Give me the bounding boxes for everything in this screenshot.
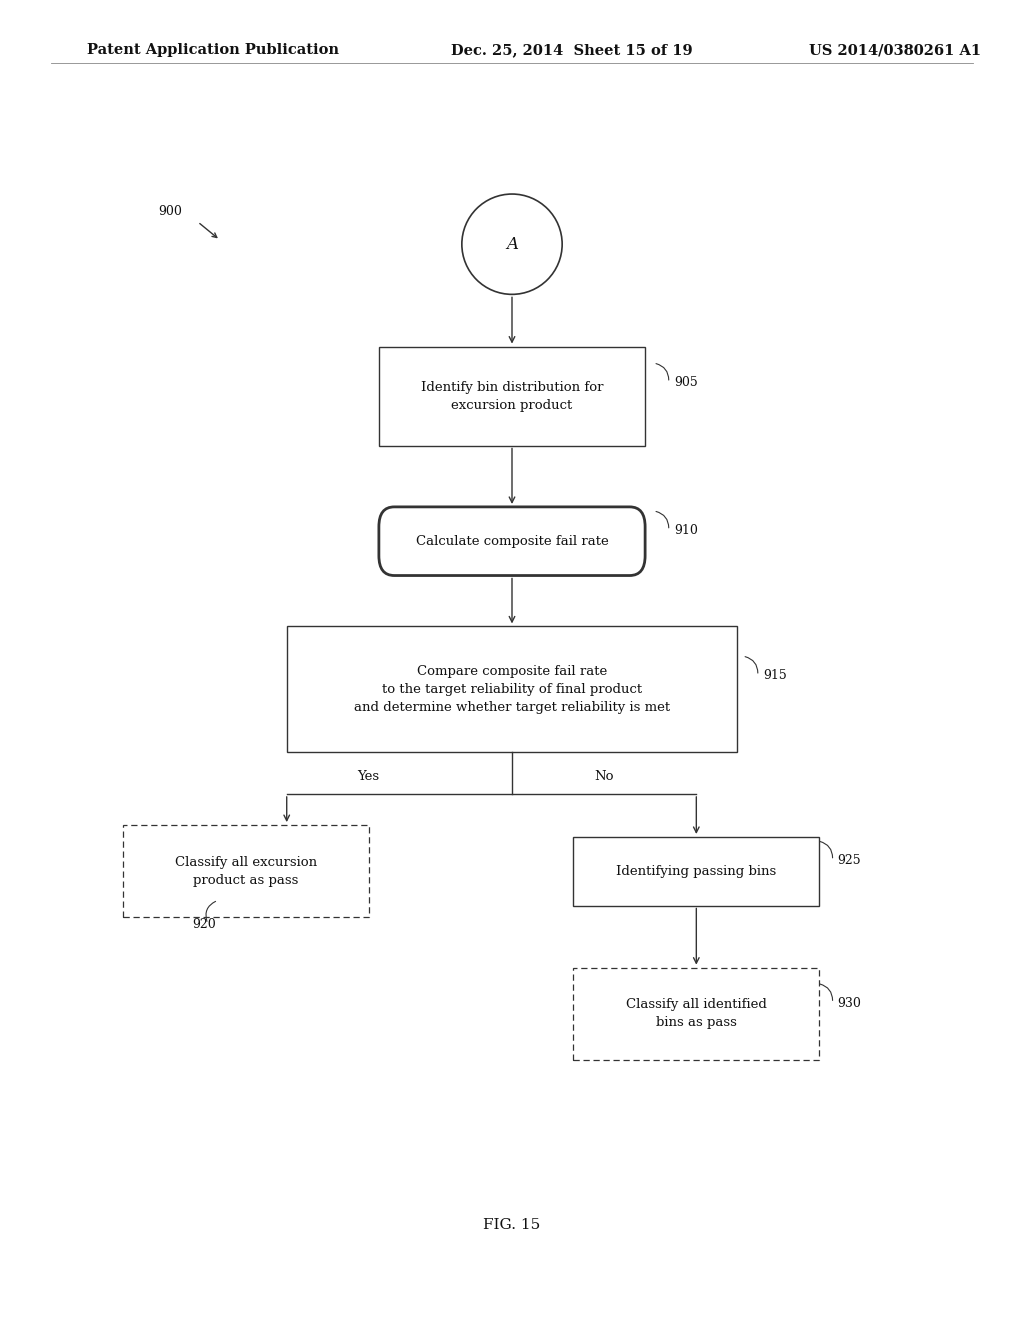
- Bar: [573, 837, 819, 906]
- Text: Patent Application Publication: Patent Application Publication: [87, 44, 339, 57]
- Text: Classify all excursion
product as pass: Classify all excursion product as pass: [175, 855, 316, 887]
- Text: Compare composite fail rate
to the target reliability of final product
and deter: Compare composite fail rate to the targe…: [354, 664, 670, 714]
- Text: Identify bin distribution for
excursion product: Identify bin distribution for excursion …: [421, 380, 603, 412]
- Bar: [123, 825, 369, 917]
- Text: Dec. 25, 2014  Sheet 15 of 19: Dec. 25, 2014 Sheet 15 of 19: [451, 44, 692, 57]
- Text: US 2014/0380261 A1: US 2014/0380261 A1: [809, 44, 981, 57]
- Bar: [573, 968, 819, 1060]
- Text: No: No: [594, 771, 614, 784]
- Text: Identifying passing bins: Identifying passing bins: [616, 865, 776, 878]
- Text: 900: 900: [159, 205, 182, 218]
- Text: 930: 930: [838, 997, 861, 1010]
- Bar: [379, 346, 645, 446]
- Text: 920: 920: [193, 917, 216, 931]
- Bar: [287, 627, 737, 752]
- Text: 915: 915: [763, 669, 786, 682]
- Text: 925: 925: [838, 854, 861, 867]
- Text: Calculate composite fail rate: Calculate composite fail rate: [416, 535, 608, 548]
- Text: 910: 910: [674, 524, 697, 537]
- Text: Classify all identified
bins as pass: Classify all identified bins as pass: [626, 998, 767, 1030]
- Text: A: A: [506, 236, 518, 252]
- Text: FIG. 15: FIG. 15: [483, 1218, 541, 1232]
- Text: 905: 905: [674, 376, 697, 389]
- Text: Yes: Yes: [357, 771, 380, 784]
